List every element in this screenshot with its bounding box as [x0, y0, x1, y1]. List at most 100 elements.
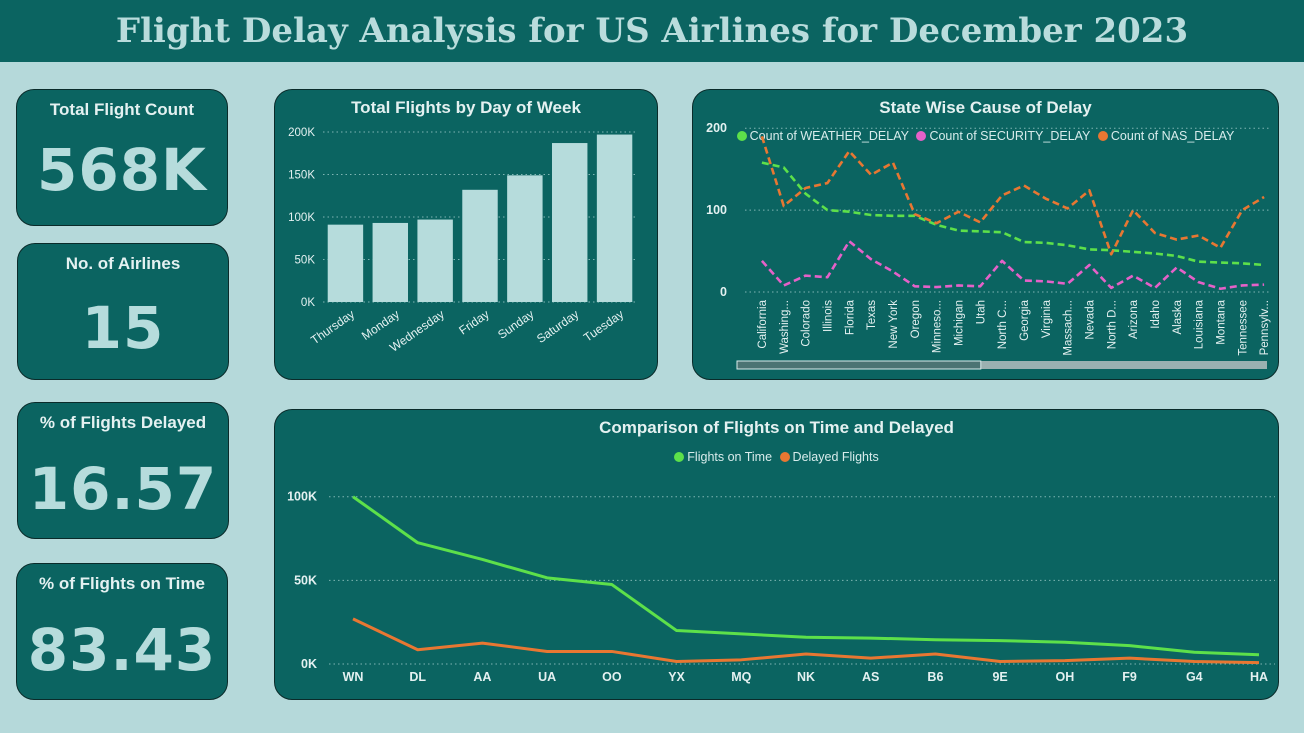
x-tick-label: Florida — [844, 299, 856, 335]
bar-friday[interactable] — [462, 189, 498, 302]
bar-thursday[interactable] — [327, 224, 364, 302]
legend-item-on-time[interactable]: Flights on Time — [674, 450, 772, 464]
header-bar: Flight Delay Analysis for US Airlines fo… — [0, 0, 1304, 62]
x-tick-label: AA — [473, 670, 491, 684]
legend-item-nas[interactable]: Count of NAS_DELAY — [1097, 129, 1235, 143]
legend-item-delayed[interactable]: Delayed Flights — [779, 450, 879, 464]
x-tick-label: Montana — [1215, 299, 1227, 344]
scrollbar-track[interactable] — [737, 361, 1267, 369]
x-tick-label: B6 — [927, 670, 943, 684]
x-tick-label: North C... — [997, 300, 1009, 349]
kpi-value: 16.57 — [28, 455, 218, 523]
kpi-card-delayed-pct[interactable]: % of Flights Delayed 16.57 — [17, 402, 229, 539]
y-tick-label: 50K — [294, 573, 317, 587]
legend-dot-on-time — [674, 452, 685, 462]
x-tick-label: HA — [1250, 670, 1268, 684]
x-tick-label: Idaho — [1150, 300, 1162, 329]
comparison-panel[interactable]: Comparison of Flights on Time and Delaye… — [274, 409, 1279, 700]
x-tick-label: Michigan — [953, 300, 965, 346]
security-delay-line[interactable] — [760, 239, 1265, 291]
legend-dot-weather — [736, 131, 747, 141]
x-tick-label: F9 — [1122, 670, 1137, 684]
state-delay-title: State Wise Cause of Delay — [879, 98, 1092, 117]
x-tick-label: Minneso... — [932, 300, 944, 353]
y-tick-label: 100 — [706, 203, 727, 217]
nas-delay-line[interactable] — [760, 135, 1265, 256]
bar-monday[interactable] — [372, 222, 409, 302]
kpi-value: 83.43 — [27, 616, 217, 684]
day-of-week-panel[interactable]: Total Flights by Day of Week 0K 50K 100K 15… — [274, 89, 658, 380]
x-tick-label: AS — [862, 670, 879, 684]
kpi-label: % of Flights on Time — [39, 574, 205, 593]
x-tick-label: Saturday — [534, 307, 581, 346]
legend-label: Count of SECURITY_DELAY — [929, 129, 1091, 143]
x-tick-label: Pennsylv... — [1259, 300, 1271, 355]
legend-label: Delayed Flights — [792, 450, 879, 464]
state-delay-chart[interactable]: 0 100 200 California Washing... Colorado Illin… — [693, 90, 1280, 381]
kpi-label: Total Flight Count — [49, 100, 195, 119]
x-tick-label: MQ — [731, 670, 751, 684]
x-tick-label: Colorado — [801, 300, 813, 347]
kpi-label: No. of Airlines — [65, 254, 181, 273]
x-tick-label: Texas — [866, 300, 878, 330]
x-tick-label: New York — [888, 300, 900, 349]
y-tick-label: 50K — [295, 255, 316, 267]
x-tick-label: Washing... — [779, 300, 791, 354]
x-tick-label: YX — [668, 670, 685, 684]
y-tick-label: 150K — [288, 170, 315, 182]
weather-delay-line[interactable] — [761, 161, 1265, 267]
legend-item-weather[interactable]: Count of WEATHER_DELAY — [736, 129, 909, 143]
on-time-line[interactable] — [352, 495, 1260, 657]
state-delay-panel[interactable]: State Wise Cause of Delay Count of WEATH… — [692, 89, 1279, 380]
x-tick-label: Utah — [975, 300, 987, 324]
y-tick-label: 200K — [288, 127, 315, 139]
y-tick-label: 0K — [301, 297, 315, 309]
legend-dot-nas — [1097, 131, 1108, 141]
kpi-value: 15 — [81, 294, 165, 362]
x-tick-label: DL — [409, 670, 426, 684]
bar-sunday[interactable] — [507, 175, 543, 302]
kpi-card-total-flights[interactable]: Total Flight Count 568K — [16, 89, 228, 226]
legend-dot-security — [916, 131, 927, 141]
x-tick-label: Illinois — [822, 300, 834, 332]
comparison-legend: Flights on Time Delayed Flights — [275, 450, 1278, 464]
x-tick-label: Louisiana — [1194, 299, 1206, 349]
day-of-week-title: Total Flights by Day of Week — [351, 98, 581, 117]
comparison-chart[interactable]: 0K 50K 100K WN DL AA UA OO YX MQ NK AS B6 9E OH F9 G4 HA — [275, 410, 1280, 701]
x-tick-label: G4 — [1186, 670, 1203, 684]
legend-label: Count of WEATHER_DELAY — [749, 129, 909, 143]
legend-item-security[interactable]: Count of SECURITY_DELAY — [916, 129, 1090, 143]
x-tick-label: 9E — [992, 670, 1007, 684]
kpi-card-ontime-pct[interactable]: % of Flights on Time 83.43 — [16, 563, 228, 700]
x-tick-label: Oregon — [910, 300, 922, 338]
x-tick-label: OH — [1055, 670, 1074, 684]
comparison-title: Comparison of Flights on Time and Delaye… — [599, 418, 954, 437]
kpi-value: 568K — [36, 136, 207, 204]
x-tick-label: Georgia — [1019, 299, 1031, 341]
y-tick-label: 0 — [720, 285, 727, 299]
state-delay-legend: Count of WEATHER_DELAY Count of SECURITY… — [693, 129, 1278, 143]
x-tick-label: Friday — [456, 307, 491, 338]
scrollbar-thumb[interactable] — [736, 360, 982, 370]
x-tick-label: OO — [602, 670, 622, 684]
bar-wednesday[interactable] — [417, 219, 453, 302]
bar-saturday[interactable] — [551, 143, 588, 302]
x-tick-label: Virginia — [1041, 299, 1053, 338]
delayed-line[interactable] — [352, 617, 1260, 665]
legend-label: Count of NAS_DELAY — [1110, 129, 1235, 143]
x-tick-label: Alaska — [1172, 299, 1184, 334]
y-tick-label: 0K — [301, 657, 317, 671]
x-tick-label: California — [757, 299, 769, 348]
legend-label: Flights on Time — [687, 450, 773, 464]
x-tick-label: Arizona — [1128, 299, 1140, 339]
x-tick-label: NK — [797, 670, 815, 684]
x-tick-label: Nevada — [1084, 299, 1096, 339]
x-tick-label: Tuesday — [581, 307, 626, 345]
x-tick-label: WN — [343, 670, 364, 684]
kpi-card-airlines[interactable]: No. of Airlines 15 — [17, 243, 229, 380]
x-tick-label: Massach... — [1063, 300, 1075, 356]
y-tick-label: 200 — [706, 121, 727, 135]
x-tick-label: Thursday — [308, 307, 357, 347]
bar-tuesday[interactable] — [596, 134, 633, 302]
